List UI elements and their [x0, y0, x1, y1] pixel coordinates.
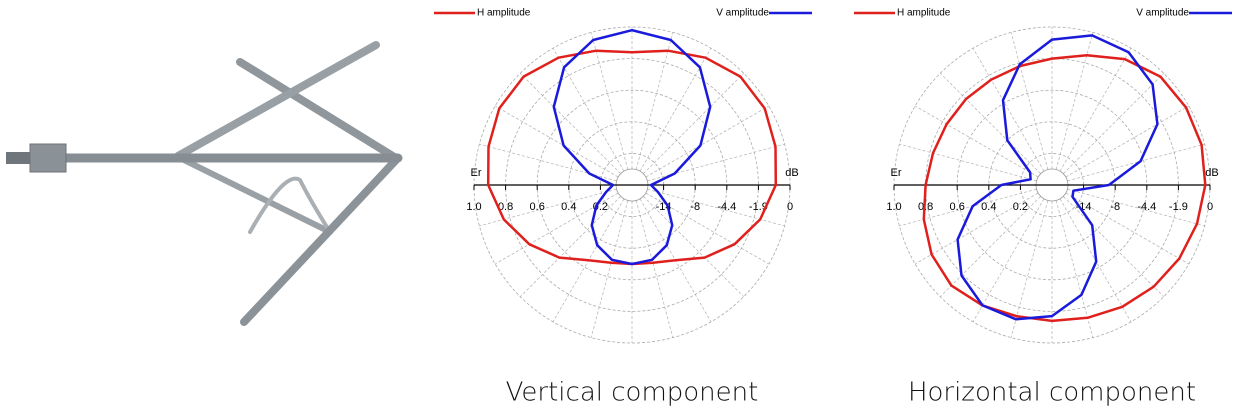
spoke [636, 200, 673, 337]
spoke [479, 144, 616, 181]
spoke [520, 73, 620, 173]
junction-box [30, 144, 66, 172]
r-tick-label: 0.2 [1013, 201, 1028, 213]
legend-label: H amplitude [477, 8, 531, 19]
r2-tick-label: -4.4 [1137, 201, 1156, 213]
r2-tick-label: 0 [787, 201, 793, 213]
page: 1.00.80.60.40.2-14-8-4.4-1.90ErdBH ampli… [0, 0, 1245, 418]
r-tick-label: 0.6 [950, 201, 965, 213]
spoke [1060, 48, 1131, 171]
r2-tick-label: -8 [690, 201, 700, 213]
r2-tick-label: -1.9 [1169, 201, 1188, 213]
r-tick-label: 1.0 [886, 201, 901, 213]
r-tick-label: 0.4 [561, 201, 576, 213]
r2-tick-label: 0 [1207, 201, 1213, 213]
spoke [1067, 144, 1204, 181]
spoke [1066, 106, 1189, 177]
legend-label: H amplitude [897, 8, 951, 19]
rod [244, 160, 396, 322]
axis-label: Er [891, 167, 902, 179]
axis-label: Er [471, 167, 482, 179]
spoke [591, 200, 628, 337]
caption: Vertical component [506, 378, 759, 408]
connector [6, 152, 30, 164]
caption: Horizontal component [908, 378, 1196, 408]
r-tick-label: 1.0 [466, 201, 481, 213]
r-tick-label: 0.6 [530, 201, 545, 213]
r-tick-label: 0.4 [981, 201, 996, 213]
spoke [647, 144, 784, 181]
spoke [1011, 32, 1048, 169]
screen: 1.00.80.60.40.2-14-8-4.4-1.90ErdBH ampli… [0, 0, 1245, 418]
axis-label: dB [785, 167, 798, 179]
spoke [940, 73, 1040, 173]
spoke [1056, 32, 1093, 169]
spoke [643, 73, 743, 173]
spoke [899, 144, 1036, 181]
r2-tick-label: -8 [1110, 201, 1120, 213]
axis-label: dB [1205, 167, 1218, 179]
legend-label: V amplitude [1136, 8, 1189, 19]
legend-label: V amplitude [716, 8, 769, 19]
r2-tick-label: -4.4 [717, 201, 736, 213]
spoke [1063, 73, 1163, 173]
antenna-photo [6, 45, 398, 322]
rod [178, 45, 376, 156]
